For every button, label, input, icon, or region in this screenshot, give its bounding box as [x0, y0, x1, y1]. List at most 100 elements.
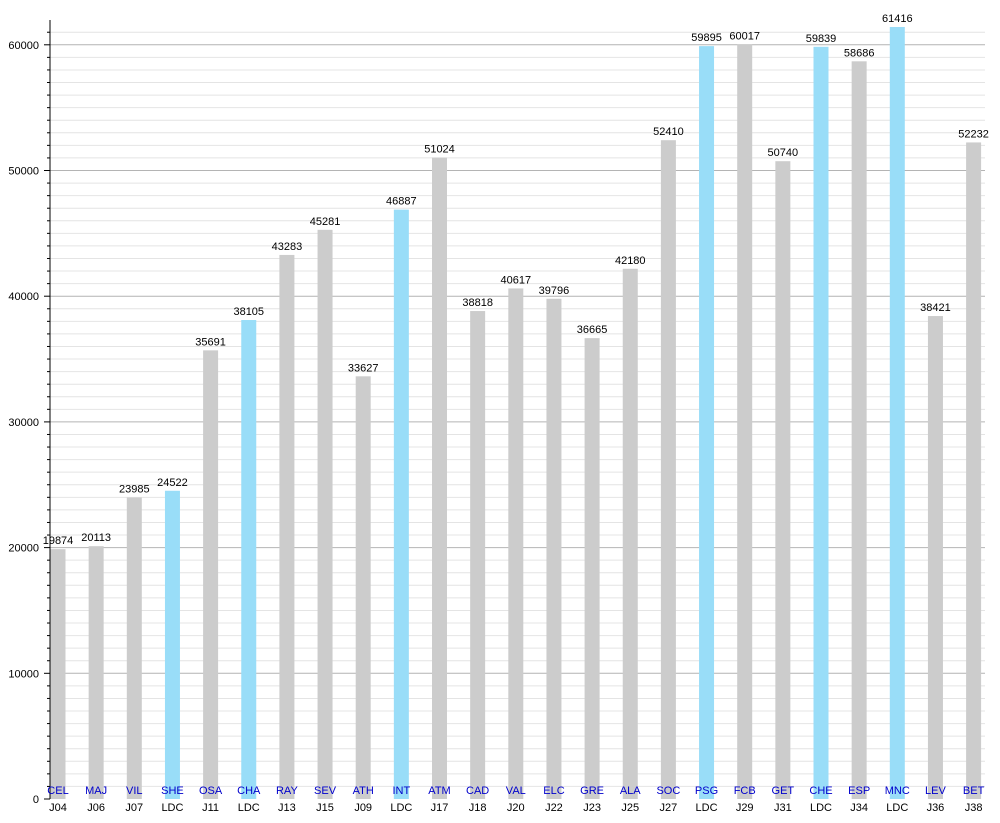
opponent-label: ATH	[353, 785, 374, 797]
data-label: 23985	[119, 484, 150, 496]
bar	[241, 320, 257, 799]
x-tick-label: J13	[278, 802, 296, 814]
x-tick-label: J25	[621, 802, 639, 814]
x-tick-label: J31	[774, 802, 792, 814]
bar	[660, 140, 676, 799]
bar	[889, 27, 905, 799]
data-label: 24522	[157, 477, 188, 489]
opponent-label: SOC	[656, 785, 680, 797]
opponent-label: ELC	[543, 785, 564, 797]
opponent-label: CAD	[466, 785, 489, 797]
data-label: 40617	[501, 274, 532, 286]
data-label: 43283	[272, 241, 303, 253]
bar	[775, 161, 791, 799]
bar	[699, 46, 715, 799]
x-tick-label: J29	[736, 802, 754, 814]
opponent-label: GRE	[580, 785, 604, 797]
data-label: 33627	[348, 362, 379, 374]
bar	[279, 254, 295, 799]
data-label: 42180	[615, 255, 646, 267]
data-label: 20113	[81, 532, 111, 544]
x-tick-label: J36	[927, 802, 945, 814]
x-tick-label: LDC	[886, 802, 908, 814]
data-label: 38421	[920, 302, 951, 314]
x-tick-label: J23	[583, 802, 601, 814]
opponent-label: VIL	[126, 785, 143, 797]
bar	[737, 44, 753, 799]
data-label: 36665	[577, 324, 608, 336]
x-tick-label: J09	[354, 802, 372, 814]
x-tick-label: J06	[87, 802, 105, 814]
bar	[851, 61, 867, 799]
labels: 19874 CEL J04 20113 MAJ J06 23985 VIL J07 24522 SH…	[43, 13, 989, 814]
opponent-label: RAY	[276, 785, 298, 797]
opponent-label: MNC	[885, 785, 910, 797]
bar	[927, 316, 943, 799]
bar	[508, 288, 524, 799]
opponent-label: CHE	[809, 785, 832, 797]
x-tick-label: J11	[202, 802, 219, 814]
bar	[126, 497, 142, 799]
x-tick-label: J22	[545, 802, 563, 814]
data-label: 52410	[653, 126, 684, 138]
opponent-label: VAL	[506, 785, 526, 797]
opponent-label: BET	[963, 785, 985, 797]
bar	[393, 209, 409, 799]
x-tick-label: LDC	[810, 802, 832, 814]
opponent-label: SHE	[161, 785, 184, 797]
opponent-label: INT	[392, 785, 410, 797]
bar	[164, 490, 180, 799]
data-label: 50740	[768, 147, 799, 159]
y-tick-label: 30000	[8, 417, 39, 429]
x-tick-label: LDC	[238, 802, 260, 814]
data-label: 59895	[691, 32, 722, 44]
data-label: 38818	[462, 297, 493, 309]
opponent-label: FCB	[734, 785, 756, 797]
y-tick-label: 10000	[8, 668, 39, 680]
bar	[584, 338, 600, 799]
opponent-label: PSG	[695, 785, 718, 797]
opponent-label: ALA	[620, 785, 641, 797]
y-tick-label: 50000	[8, 165, 39, 177]
x-tick-label: J20	[507, 802, 525, 814]
bar	[50, 549, 66, 799]
data-label: 58686	[844, 47, 875, 59]
data-label: 61416	[882, 13, 913, 25]
x-tick-label: J34	[850, 802, 868, 814]
bar	[355, 376, 371, 799]
data-label: 39796	[539, 285, 570, 297]
opponent-label: MAJ	[85, 785, 107, 797]
y-tick-label: 60000	[8, 40, 39, 52]
opponent-label: OSA	[199, 785, 223, 797]
x-tick-label: J15	[316, 802, 334, 814]
data-label: 52232	[958, 128, 989, 140]
y-tick-label: 20000	[8, 543, 39, 555]
x-tick-label: J27	[660, 802, 678, 814]
y-tick-label: 0	[33, 794, 39, 806]
bar	[813, 46, 829, 799]
opponent-label: GET	[772, 785, 795, 797]
bar	[546, 298, 562, 799]
x-tick-label: LDC	[390, 802, 412, 814]
data-label: 59839	[806, 33, 837, 45]
opponent-label: SEV	[314, 785, 337, 797]
x-tick-label: J17	[431, 802, 449, 814]
opponent-label: LEV	[925, 785, 946, 797]
x-tick-label: J38	[965, 802, 983, 814]
data-label: 60017	[729, 31, 760, 43]
data-label: 19874	[43, 535, 74, 547]
bar	[470, 311, 486, 799]
data-label: 46887	[386, 196, 417, 208]
x-tick-label: J04	[49, 802, 67, 814]
bar	[432, 157, 447, 800]
bar	[88, 546, 104, 799]
bar	[317, 229, 333, 799]
data-label: 35691	[195, 336, 226, 348]
bars	[50, 27, 982, 800]
data-label: 38105	[233, 306, 264, 318]
x-tick-label: LDC	[696, 802, 718, 814]
opponent-label: ESP	[848, 785, 870, 797]
opponent-label: CHA	[237, 785, 261, 797]
